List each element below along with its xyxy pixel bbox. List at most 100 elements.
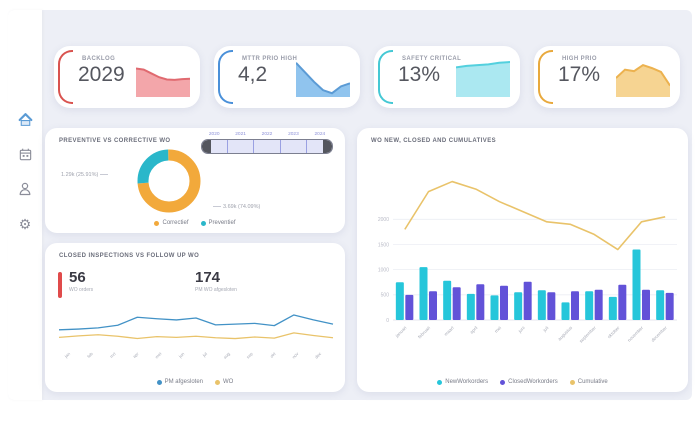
donut-callout-preventief: 1.29k (25.91%) [61, 172, 110, 178]
svg-text:december: december [650, 325, 668, 343]
year-range-slider[interactable]: 2020 2021 2022 2023 2024 [201, 132, 333, 154]
preventive-donut-chart[interactable] [133, 145, 205, 217]
kpi-text: MTTR PRIO HIGH 4,2 [238, 56, 297, 87]
kpi-card-highprio[interactable]: HIGH PRIO 17% [534, 46, 680, 108]
nav-item-settings[interactable]: ⚙ [16, 215, 34, 233]
slider-cell[interactable] [228, 140, 255, 153]
legend-item-closedworkorders[interactable]: ClosedWorkorders [500, 379, 558, 385]
svg-text:januari: januari [394, 325, 408, 339]
svg-text:jan: jan [63, 351, 72, 360]
highprio-sparkline [616, 59, 670, 97]
sidebar-nav: ⚙ [8, 10, 42, 233]
slider-labels: 2020 2021 2022 2023 2024 [201, 132, 333, 137]
kpi-card-mttr[interactable]: MTTR PRIO HIGH 4,2 [214, 46, 360, 108]
svg-text:0: 0 [386, 318, 389, 324]
svg-text:juli: juli [541, 325, 549, 333]
dashboard-canvas: ⚙ BACKLOG 2029 MTTR PRIO HIGH 4,2 SAFETY… [8, 10, 692, 400]
wo-new-closed-panel: WO NEW, CLOSED AND CUMULATIVES 0 500 1000 1… [357, 128, 688, 392]
svg-text:500: 500 [381, 293, 390, 299]
svg-text:mei: mei [494, 325, 503, 334]
svg-text:okt: okt [269, 351, 277, 359]
nav-item-calendar[interactable] [16, 145, 34, 163]
home-icon [18, 112, 32, 126]
red-accent-bar [58, 272, 62, 298]
svg-text:2000: 2000 [378, 217, 389, 223]
svg-text:1000: 1000 [378, 267, 389, 273]
slider-cell[interactable] [307, 140, 332, 153]
card-accent-bracket [218, 50, 233, 104]
slider-cell[interactable] [281, 140, 307, 153]
legend-item-correctief[interactable]: Correctief [154, 220, 189, 226]
legend-item-newworkorders[interactable]: NewWorkorders [437, 379, 488, 385]
legend-dot [154, 220, 160, 226]
card-accent-bracket [378, 50, 393, 104]
sidebar: ⚙ [8, 10, 42, 400]
slider-track[interactable] [201, 139, 333, 154]
kpi-value: 174 [195, 269, 221, 286]
nav-item-home[interactable] [16, 110, 34, 128]
legend-dot [500, 379, 506, 385]
svg-text:oktober: oktober [606, 325, 621, 340]
slider-label: 2021 [235, 132, 246, 137]
svg-text:mei: mei [154, 351, 162, 359]
legend-dot [437, 379, 443, 385]
gear-icon: ⚙ [18, 216, 32, 232]
slider-cell[interactable] [254, 140, 281, 153]
kpi-value: 56 [69, 269, 86, 286]
svg-text:sep: sep [245, 351, 254, 360]
kpi-value: 13% [398, 63, 441, 86]
svg-text:jun: jun [177, 351, 186, 360]
lines-legend: PM afgesloten WO [45, 379, 345, 385]
svg-text:september: september [578, 325, 597, 344]
legend-item-wo[interactable]: WO [215, 379, 233, 385]
safety-sparkline [456, 59, 510, 97]
svg-text:augustus: augustus [557, 325, 574, 342]
kpi-text: BACKLOG 2029 [78, 56, 125, 87]
slider-label: 2022 [261, 132, 273, 137]
legend-dot [156, 379, 162, 385]
svg-text:maart: maart [443, 325, 455, 337]
kpi-value: 17% [558, 63, 601, 86]
kpi-text: SAFETY CRITICAL 13% [398, 56, 461, 87]
slider-label: 2024 [314, 132, 326, 137]
kpi-card-backlog[interactable]: BACKLOG 2029 [54, 46, 200, 108]
svg-text:juni: juni [517, 325, 526, 334]
donut-callout-correctief: 3.69k (74.09%) [211, 204, 260, 210]
legend-item-cumulative[interactable]: Cumulative [569, 379, 608, 385]
svg-text:april: april [469, 325, 479, 335]
kpi-card-row: BACKLOG 2029 MTTR PRIO HIGH 4,2 SAFETY C… [54, 46, 680, 108]
svg-text:apr: apr [132, 351, 140, 359]
donut-legend: Correctief Preventief [45, 220, 345, 226]
panel-title: CLOSED INSPECTIONS VS FOLLOW UP WO [59, 253, 200, 259]
svg-text:1500: 1500 [378, 242, 389, 248]
svg-text:nov: nov [291, 351, 300, 360]
nav-item-user[interactable] [16, 180, 34, 198]
kpi-text: HIGH PRIO 17% [558, 56, 600, 87]
kpi-caption: WO orders [69, 287, 94, 293]
legend-item-preventief[interactable]: Preventief [200, 220, 236, 226]
kpi-wo-orders: 56 WO orders [69, 269, 93, 293]
svg-text:jul: jul [201, 351, 208, 358]
slider-cell[interactable] [202, 140, 229, 153]
kpi-value: 4,2 [238, 63, 268, 86]
card-accent-bracket [58, 50, 73, 104]
backlog-sparkline [136, 59, 190, 97]
preventive-vs-corrective-panel: PREVENTIVE VS CORRECTIVE WO 2020 2021 20… [45, 128, 345, 233]
legend-item-pm-afgesloten[interactable]: PM afgesloten [156, 379, 203, 385]
slider-label: 2023 [288, 132, 299, 137]
kpi-card-safety[interactable]: SAFETY CRITICAL 13% [374, 46, 520, 108]
svg-text:november: november [627, 325, 645, 343]
kpi-label: BACKLOG [82, 56, 116, 62]
card-accent-bracket [538, 50, 553, 104]
kpi-caption: PM WO afgesloten [195, 287, 237, 293]
legend-dot [569, 379, 575, 385]
kpi-label: SAFETY CRITICAL [402, 56, 462, 62]
slider-label: 2020 [208, 132, 220, 137]
legend-dot [200, 220, 206, 226]
mttr-sparkline [296, 59, 350, 97]
combo-legend: NewWorkorders ClosedWorkorders Cumulativ… [357, 379, 688, 385]
kpi-label: HIGH PRIO [562, 56, 597, 62]
wo-combo-chart[interactable]: 0 500 1000 1500 2000 januari februari maart apri… [363, 148, 683, 364]
svg-text:februari: februari [417, 325, 431, 339]
inspections-line-chart[interactable]: jan feb mrt apr mei jun jul aug sep okt nov dec [53, 303, 339, 373]
